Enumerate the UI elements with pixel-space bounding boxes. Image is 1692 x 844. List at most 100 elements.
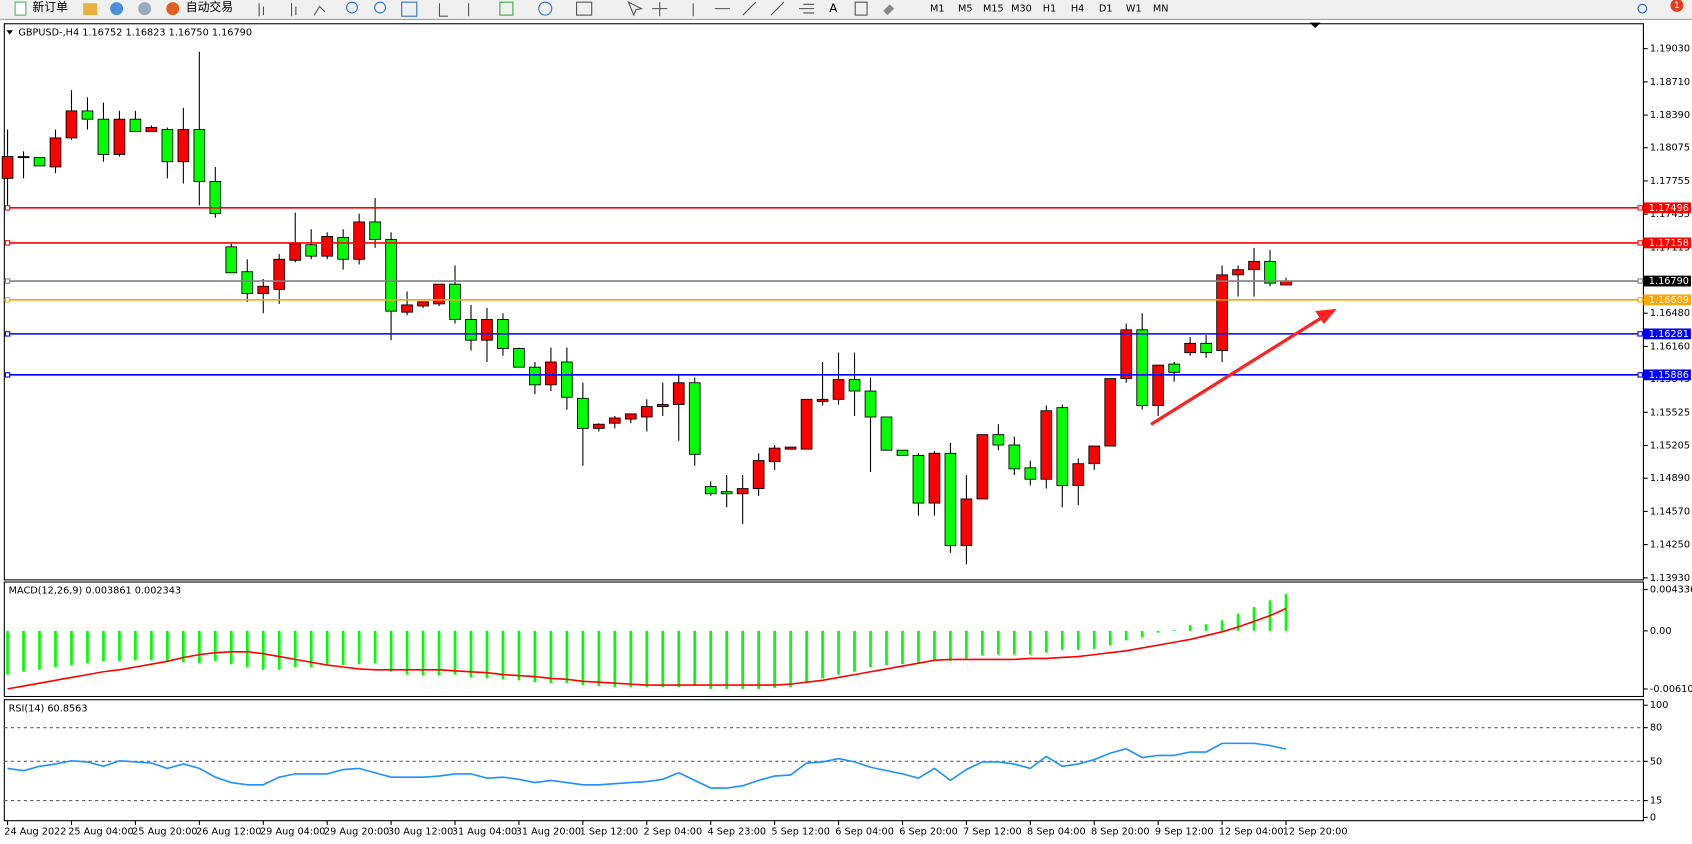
timeframe-button[interactable]: M1 xyxy=(930,4,945,15)
candle-body xyxy=(816,398,829,402)
candle-body xyxy=(800,398,813,450)
candle-body xyxy=(1184,342,1196,354)
candle-body xyxy=(1200,342,1212,354)
x-tick-label: 29 Aug 04:00 xyxy=(260,826,325,837)
toolbar-icons xyxy=(258,1,815,17)
x-tick-label: 8 Sep 20:00 xyxy=(1091,826,1150,837)
price-level-label-box xyxy=(1643,369,1691,381)
icon xyxy=(166,2,180,16)
search-icon[interactable] xyxy=(1637,3,1648,14)
price-level-handle xyxy=(4,331,11,337)
x-tick-label: 5 Sep 12:00 xyxy=(771,826,830,837)
y-tick-label: 1.17435 xyxy=(1650,209,1690,220)
new-order-button[interactable]: 新订单 xyxy=(14,0,68,16)
price-level-handle xyxy=(4,240,11,246)
trend-arrow xyxy=(1150,315,1325,426)
candle-body xyxy=(736,488,749,495)
trend-arrow-head xyxy=(1315,308,1337,324)
timeframe-button[interactable]: MN xyxy=(1153,4,1169,15)
candle-body xyxy=(113,118,126,155)
icon[interactable] xyxy=(138,2,152,16)
x-tick-label: 4 Sep 23:00 xyxy=(707,826,766,837)
timeframe-buttons: M1 M5 M15 M30 H1 H4 D1 W1 MN xyxy=(930,4,1169,15)
candle-body xyxy=(944,452,957,547)
candle-body xyxy=(864,390,877,418)
candle-body xyxy=(193,129,206,182)
candle-body xyxy=(672,382,685,405)
icon[interactable] xyxy=(883,4,895,16)
candle-body xyxy=(832,379,845,400)
y-tick-label: 1.15205 xyxy=(1650,441,1690,452)
y-tick-label: 1.16160 xyxy=(1650,341,1690,352)
x-tick-label: 31 Aug 04:00 xyxy=(452,826,517,837)
y-tick-label: 80 xyxy=(1650,723,1662,734)
price-level-handle xyxy=(1637,205,1643,211)
icon[interactable] xyxy=(110,2,124,16)
candle-body xyxy=(880,416,893,451)
price-level-handle xyxy=(1637,297,1643,303)
price-level-label-box xyxy=(1643,275,1691,287)
timeframe-button[interactable]: D1 xyxy=(1099,4,1113,15)
timeframe-button[interactable]: M5 xyxy=(958,4,973,15)
y-tick-label: 1.16480 xyxy=(1650,308,1690,319)
timeframe-button[interactable]: W1 xyxy=(1126,4,1142,15)
icon xyxy=(538,1,553,16)
icon xyxy=(627,1,815,17)
candle-body xyxy=(1120,329,1133,380)
y-tick-label: -0.006109 xyxy=(1650,684,1692,695)
candle-body xyxy=(688,382,701,455)
y-tick-label: 1.14250 xyxy=(1650,540,1690,551)
candle-body xyxy=(1216,274,1228,352)
price-level-label: 1.17496 xyxy=(1649,203,1689,214)
candle-body xyxy=(241,271,254,294)
candle-body xyxy=(129,118,142,133)
panel-frame xyxy=(3,581,1644,698)
candle-body xyxy=(1,156,14,179)
candle-body xyxy=(640,406,653,418)
icon xyxy=(346,1,358,14)
x-tick-label: 29 Aug 20:00 xyxy=(324,826,389,837)
price-level-handle xyxy=(1637,331,1643,337)
icon xyxy=(576,1,593,16)
icon[interactable]: A xyxy=(829,1,838,15)
candle-body xyxy=(49,137,62,168)
icon[interactable] xyxy=(854,1,868,16)
candle-body xyxy=(1040,410,1053,480)
candle-body xyxy=(928,452,941,504)
candle-body xyxy=(976,434,989,500)
price-level-label: 1.17158 xyxy=(1649,238,1689,249)
candle-body xyxy=(209,181,222,215)
x-tick-label: 31 Aug 20:00 xyxy=(516,826,581,837)
candle-body xyxy=(912,454,925,504)
timeframe-button[interactable]: M15 xyxy=(983,4,1004,15)
price-level-label-box xyxy=(1643,328,1691,340)
price-level-handle xyxy=(1637,240,1643,246)
icon[interactable] xyxy=(83,3,98,16)
candle-body xyxy=(417,301,429,307)
x-tick-label: 6 Sep 20:00 xyxy=(899,826,958,837)
candle-body xyxy=(81,110,94,120)
auto-trading-button[interactable]: 自动交易 xyxy=(166,0,233,16)
icon xyxy=(258,3,326,17)
alerts-badge[interactable] xyxy=(1670,0,1684,12)
price-level-handle xyxy=(4,205,11,211)
y-tick-label: 0.004336 xyxy=(1650,585,1692,596)
candle-body xyxy=(465,319,477,341)
panel-title: RSI(14) 60.8563 xyxy=(9,703,88,714)
candle-body xyxy=(161,129,174,163)
candle-body xyxy=(992,434,1005,446)
candle-body xyxy=(33,157,46,167)
timeframe-button[interactable]: H1 xyxy=(1043,4,1056,15)
icon xyxy=(14,1,27,16)
timeframe-button[interactable]: H4 xyxy=(1071,4,1084,15)
price-level-handle xyxy=(4,372,11,378)
y-tick-label: 1.17755 xyxy=(1650,176,1690,187)
candle-body xyxy=(752,460,765,490)
x-tick-label: 25 Aug 04:00 xyxy=(68,826,133,837)
candle-body xyxy=(401,304,413,313)
timeframe-button[interactable]: M30 xyxy=(1011,4,1032,15)
icon xyxy=(499,1,514,16)
y-tick-label: 1.15525 xyxy=(1650,407,1690,418)
y-tick-label: 1.14570 xyxy=(1650,506,1690,517)
